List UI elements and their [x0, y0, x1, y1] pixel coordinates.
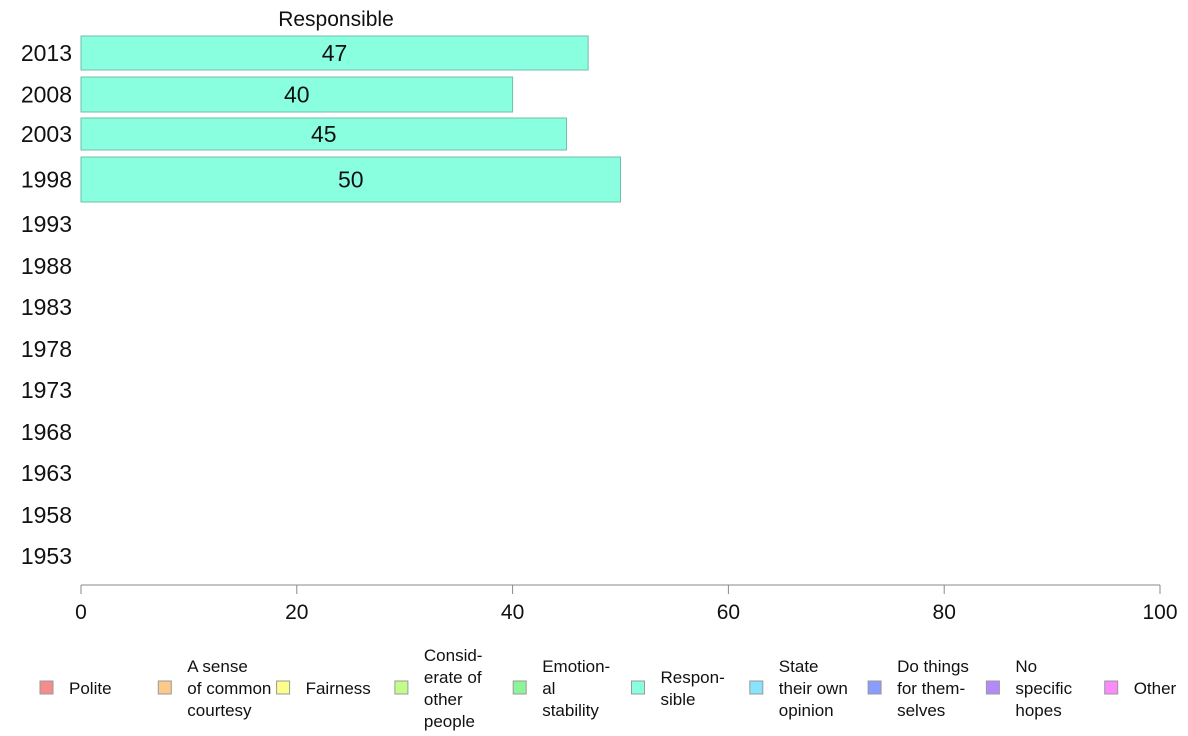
bar	[80, 156, 621, 203]
legend-swatch	[394, 680, 409, 695]
y-tick-label: 1963	[21, 460, 72, 486]
x-tick-label: 40	[501, 601, 524, 624]
data-label: 47	[322, 40, 348, 66]
y-tick-label: 2003	[21, 121, 72, 147]
legend-label: Do things for them-selves	[897, 657, 969, 720]
legend-label: No specific hopes	[1015, 657, 1072, 720]
y-tick-label: 1993	[21, 211, 72, 237]
y-tick-label: 1958	[21, 502, 72, 528]
legend-label: Consid-erate of other people	[424, 646, 483, 731]
y-tick-label: 1998	[21, 167, 72, 193]
y-axis-labels: 2013 2008 2003 1998 1993 1988 1983 1978 1973 1968…	[21, 40, 72, 569]
legend-item: Do things for them-selves	[867, 657, 969, 720]
x-tick-label: 100	[1142, 601, 1177, 624]
y-tick-label: 1968	[21, 419, 72, 445]
bar	[80, 35, 589, 71]
legend-label: Emotion-al stability	[542, 657, 610, 720]
legend-label: A sense of common courtesy	[187, 657, 271, 720]
legend-item: State their own opinion	[749, 657, 848, 720]
x-tick-label: 20	[285, 601, 308, 624]
data-label: 45	[311, 121, 337, 147]
y-tick-label: 1973	[21, 377, 72, 403]
legend-item: Other	[1104, 679, 1177, 698]
legend-swatch	[276, 680, 291, 695]
legend-item: A sense of common courtesy	[157, 657, 271, 720]
bar	[80, 76, 514, 113]
y-tick-label: 1988	[21, 253, 72, 279]
chart-title: Responsible	[278, 8, 394, 31]
legend-swatch	[512, 680, 527, 695]
data-label: 40	[284, 82, 310, 108]
y-tick-label: 1953	[21, 543, 72, 569]
data-label: 50	[338, 167, 364, 193]
legend-swatch	[749, 680, 764, 695]
y-tick-label: 1978	[21, 336, 72, 362]
y-tick-label: 2013	[21, 40, 72, 66]
x-tick-label: 60	[717, 601, 740, 624]
y-tick-label: 2008	[21, 82, 72, 108]
legend-swatch	[157, 680, 172, 695]
legend: Polite A sense of common courtesy Fairness Co…	[39, 646, 1177, 731]
legend-item: Polite	[39, 679, 112, 698]
legend-swatch	[985, 680, 1000, 695]
legend-label: State their own opinion	[779, 657, 848, 720]
legend-label: Respon-sible	[661, 668, 725, 709]
legend-label: Fairness	[306, 679, 371, 698]
y-tick-label: 1983	[21, 294, 72, 320]
legend-swatch	[631, 680, 645, 695]
legend-item: Fairness	[276, 679, 371, 698]
legend-label: Other	[1134, 679, 1177, 698]
legend-item: Consid-erate of other people	[394, 646, 483, 731]
bar	[80, 117, 568, 151]
legend-swatch	[867, 680, 882, 695]
legend-item: No specific hopes	[985, 657, 1073, 720]
legend-swatch	[1104, 680, 1119, 695]
legend-label: Polite	[69, 679, 112, 698]
legend-swatch	[39, 680, 54, 695]
x-axis: 0 20 40 60 80 100	[75, 584, 1178, 624]
x-tick-label: 0	[75, 601, 87, 624]
legend-item: Emotion-al stability	[512, 657, 610, 720]
legend-item: Respon-sible	[631, 668, 725, 709]
x-tick-label: 80	[933, 601, 956, 624]
